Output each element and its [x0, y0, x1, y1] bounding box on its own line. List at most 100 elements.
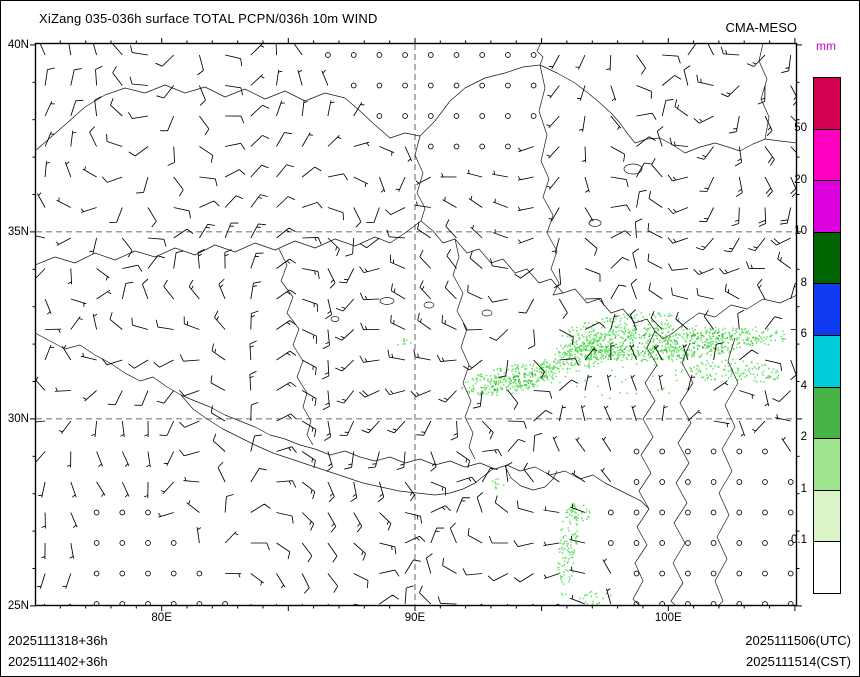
lake-outline — [588, 219, 602, 227]
calm-wind-circle — [736, 509, 743, 516]
gridlines — [36, 44, 796, 605]
calm-wind-circle — [402, 82, 408, 89]
boundary-line — [452, 238, 476, 460]
colorbar-level-label: 8 — [800, 276, 807, 289]
lake-outline — [423, 301, 435, 309]
calm-wind-circle — [633, 601, 640, 605]
boundary-line — [504, 465, 558, 491]
colorbar-segment — [814, 490, 840, 543]
boundary-line — [758, 44, 770, 140]
calm-wind-circle — [145, 540, 151, 546]
calm-wind-circle — [93, 509, 100, 516]
calm-wind-circle — [736, 448, 743, 455]
lon-label: 100E — [654, 612, 682, 624]
colorbar-segment — [814, 335, 840, 388]
boundary-line — [536, 44, 544, 66]
calm-wind-circle — [736, 570, 743, 577]
calm-wind-circle — [350, 82, 357, 89]
calm-wind-circle — [736, 479, 743, 485]
colorbar-level-label: 2 — [800, 431, 807, 443]
calm-wind-circle — [119, 570, 126, 577]
boundary-line — [414, 135, 426, 222]
calm-wind-circle — [762, 570, 768, 577]
init-time-utc: 2025111318+36h — [8, 633, 108, 648]
calm-wind-circle — [170, 570, 177, 577]
calm-wind-circle — [170, 601, 177, 605]
calm-wind-circle — [170, 540, 177, 546]
calm-wind-circle — [787, 601, 794, 605]
precip-dots-light — [397, 312, 786, 605]
lake-outline — [481, 309, 493, 317]
page-title: XiZang 035-036h surface TOTAL PCPN/036h … — [39, 11, 378, 26]
calm-wind-circle — [453, 113, 460, 119]
lat-label: 30N — [7, 412, 29, 425]
calm-wind-circle — [402, 52, 408, 58]
lat-label: 40N — [7, 38, 29, 51]
calm-wind-circle — [453, 143, 460, 150]
boundary-line — [278, 248, 314, 446]
calm-wind-circle — [479, 113, 486, 119]
boundary-line — [36, 220, 656, 332]
calm-wind-circle — [633, 540, 640, 546]
calm-wind-circle — [710, 570, 717, 577]
boundary-line — [36, 64, 796, 154]
calm-wind-circle — [685, 479, 691, 485]
calm-wind-circle — [659, 448, 666, 455]
colorbar-segment — [814, 78, 840, 130]
lake-outline — [379, 297, 395, 305]
calm-wind-circle — [685, 448, 691, 455]
calm-wind-circle — [505, 113, 511, 119]
calm-wind-circle — [505, 52, 511, 58]
colorbar — [813, 77, 841, 594]
colorbar-level-label: 4 — [800, 379, 807, 392]
calm-wind-circle — [787, 540, 794, 546]
calm-wind-circle — [119, 540, 126, 546]
colorbar-unit-label: mm — [816, 39, 836, 53]
weather-map — [30, 38, 802, 611]
wind-barbs — [36, 44, 796, 605]
calm-wind-circle — [145, 570, 151, 577]
calm-wind-circle — [736, 540, 743, 546]
colorbar-segment — [814, 181, 840, 233]
calm-wind-circle — [93, 570, 100, 577]
valid-time-cst: 2025111514(CST) — [745, 654, 851, 669]
calm-wind-circle — [787, 479, 794, 485]
boundary-line — [632, 330, 658, 605]
calm-wind-circle — [762, 509, 768, 516]
colorbar-segment — [814, 439, 840, 491]
map-boundaries — [36, 44, 796, 605]
calm-wind-circle — [93, 540, 100, 546]
lake-outline — [330, 316, 340, 322]
calm-wind-circle — [685, 509, 691, 516]
calm-wind-circle — [710, 479, 717, 485]
calm-wind-circle — [427, 52, 434, 58]
calm-wind-circle — [762, 601, 768, 605]
calm-wind-circle — [607, 509, 614, 516]
model-name-label: CMA-MESO — [725, 20, 798, 35]
valid-time-utc: 2025111506(UTC) — [745, 633, 851, 648]
calm-wind-circle — [633, 448, 640, 455]
boundary-line — [670, 342, 694, 605]
map-frame — [34, 42, 798, 607]
calm-wind-circle — [196, 601, 203, 605]
precipitation-dots — [397, 312, 786, 605]
calm-wind-circle — [479, 82, 486, 89]
calm-wind-circle — [93, 601, 100, 605]
calm-wind-circle — [325, 52, 331, 58]
calm-wind-circle — [607, 540, 614, 546]
calm-wind-circle — [633, 570, 640, 577]
lon-label: 80E — [151, 612, 172, 624]
lat-label: 35N — [7, 225, 29, 238]
calm-wind-circle — [530, 113, 537, 119]
colorbar-level-label: 10 — [794, 225, 807, 237]
colorbar-level-label: 0.1 — [791, 534, 807, 546]
colorbar-segment — [814, 232, 840, 285]
calm-wind-circle — [762, 479, 768, 485]
calm-wind-circle — [659, 540, 666, 546]
colorbar-segment — [814, 284, 840, 336]
boundary-line — [36, 333, 650, 510]
axis-ticks — [30, 38, 802, 611]
calm-wind-circle — [787, 570, 794, 577]
calm-wind-circle — [787, 509, 794, 516]
